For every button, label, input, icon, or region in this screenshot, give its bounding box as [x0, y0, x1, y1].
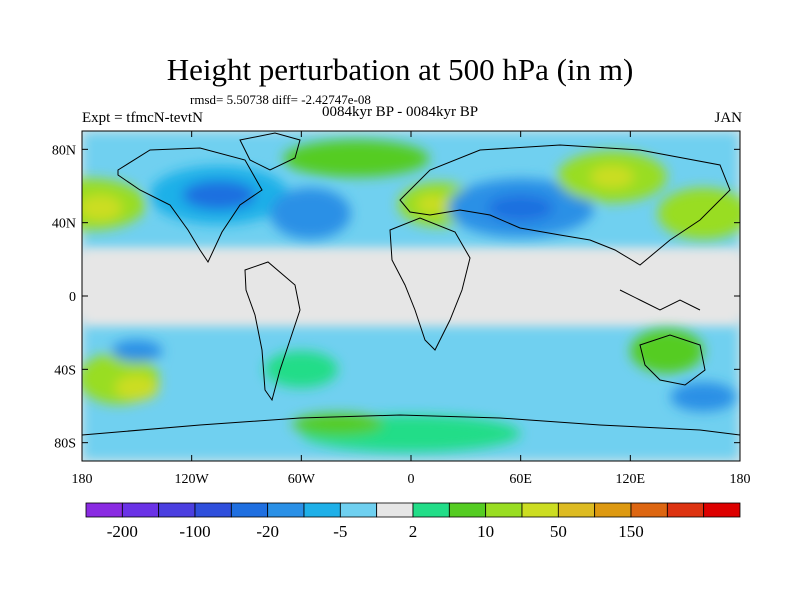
south-america-coast — [244, 261, 301, 402]
colorbar-swatch-14 — [594, 502, 632, 518]
y-tick-label: 0 — [69, 290, 76, 305]
anomaly-field-20 — [292, 413, 384, 436]
map-area — [82, 131, 740, 461]
colorbar-swatch-4 — [230, 502, 269, 518]
y-axis: 80N 40N 0 40S 80S — [52, 143, 740, 452]
colorbar-swatch-0 — [85, 502, 123, 518]
colorbar-label: 150 — [618, 522, 644, 541]
colorbar-swatch-7 — [339, 502, 378, 518]
y-tick-label: 40N — [52, 217, 76, 232]
anomaly-field-15 — [111, 340, 163, 362]
y-tick-label: 40S — [54, 363, 76, 378]
anomaly-field-14 — [114, 374, 159, 401]
anomaly-field-11 — [657, 187, 740, 240]
month-label: JAN — [714, 110, 742, 126]
colorbar-label: 50 — [550, 522, 567, 541]
x-tick-label: 60W — [288, 472, 316, 487]
maritime-continent-coast — [619, 289, 701, 311]
x-tick-label: 180 — [72, 472, 93, 487]
colorbar-swatch-13 — [557, 502, 596, 518]
colorbar-swatch-5 — [267, 502, 305, 518]
greenland-coast — [239, 132, 301, 171]
australia-coast — [639, 334, 706, 386]
tropical-band — [82, 250, 740, 325]
antarctica-coast — [82, 414, 740, 436]
stats-line: rmsd= 5.50738 diff= -2.42747e-08 — [190, 92, 371, 107]
colorbar-swatch-6 — [303, 502, 341, 518]
y-tick-label: 80S — [54, 437, 76, 452]
x-tick-label: 120W — [175, 472, 210, 487]
anomaly-field-8 — [487, 195, 554, 221]
colorbar-label: -5 — [333, 522, 347, 541]
x-tick-label: 180 — [730, 472, 751, 487]
anomaly-field-3 — [182, 180, 256, 210]
colorbar-swatch-9 — [412, 502, 450, 518]
x-tick-label: 0 — [408, 472, 415, 487]
x-tick-label: 60E — [509, 472, 532, 487]
anomaly-field-6 — [416, 195, 450, 214]
colorbar-swatch-3 — [194, 502, 232, 518]
anomaly-field-4 — [270, 187, 351, 240]
colorbar-label: 2 — [409, 522, 418, 541]
colorbar-swatch-11 — [485, 502, 523, 518]
colorbar-label: -20 — [256, 522, 279, 541]
x-tick-label: 120E — [616, 472, 646, 487]
experiment-label: Expt = tfmcN-tevtN — [82, 110, 203, 126]
colorbar-swatch-17 — [703, 502, 741, 518]
colorbar-swatch-15 — [630, 502, 668, 518]
period-label: 0084kyr BP - 0084kyr BP — [321, 104, 479, 120]
anomaly-field-10 — [590, 165, 634, 188]
x-axis: 180 120W 60W 0 60E 120E 180 — [72, 131, 751, 487]
colorbar-label: -100 — [179, 522, 210, 541]
anomaly-field-18 — [670, 382, 737, 412]
colorbar-label: 10 — [477, 522, 494, 541]
y-tick-label: 80N — [52, 143, 76, 158]
anomaly-field-16 — [264, 351, 338, 388]
colorbar-swatch-12 — [521, 502, 559, 518]
eurasia-coast — [399, 144, 731, 266]
anomaly-field-12 — [283, 140, 430, 177]
colorbar-label: -200 — [107, 522, 138, 541]
north-america-coast — [117, 147, 263, 264]
anomaly-field-1 — [82, 195, 123, 221]
africa-coast — [389, 217, 471, 351]
colorbar-swatch-8 — [376, 502, 414, 518]
coastlines — [82, 132, 740, 436]
colorbar-swatch-1 — [121, 502, 160, 518]
colorbar: -200 -100 -20 -5 2 10 50 150 — [85, 502, 741, 541]
colorbar-swatch-2 — [158, 502, 196, 518]
colorbar-swatch-16 — [666, 502, 705, 518]
colorbar-swatch-10 — [448, 502, 487, 518]
plot-title: Height perturbation at 500 hPa (in m) — [166, 52, 634, 87]
